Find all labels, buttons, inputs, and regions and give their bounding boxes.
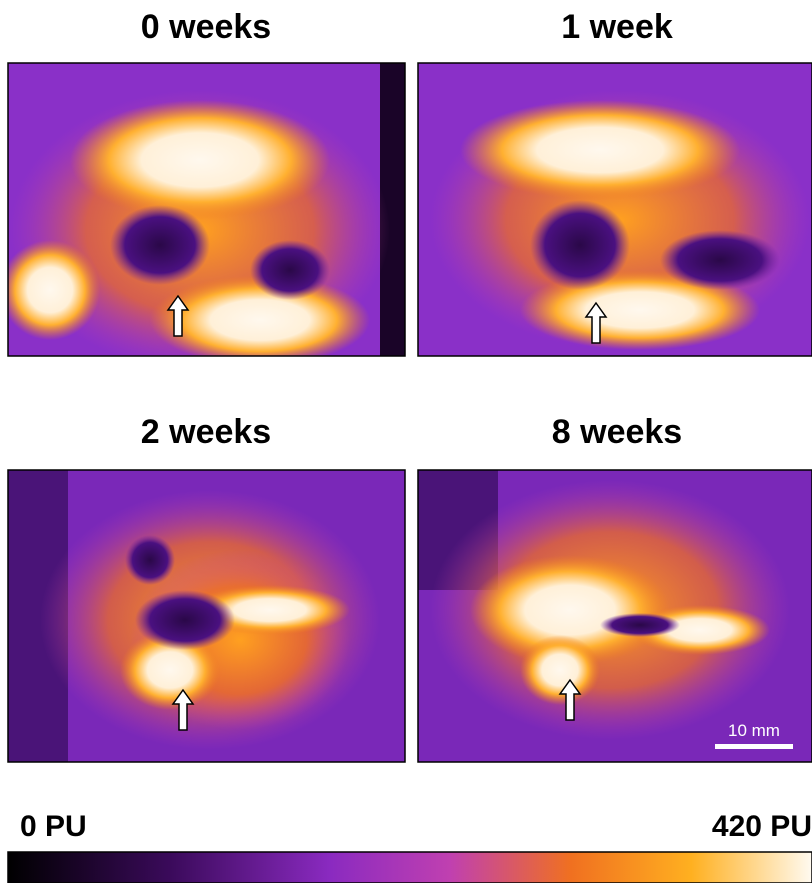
perfusion-image: 10 mm	[418, 470, 812, 762]
colorbar-min-label: 0 PU	[20, 810, 87, 843]
panel-title: 8 weeks	[552, 413, 682, 451]
panel-title: 1 week	[561, 8, 673, 46]
panel-title: 2 weeks	[141, 413, 271, 451]
perfusion-image	[8, 63, 405, 356]
panel-frame	[417, 469, 812, 763]
panel-title: 0 weeks	[141, 8, 271, 46]
panel-frame	[7, 62, 406, 357]
perfusion-image	[418, 63, 812, 356]
colorbar-max-label: 420 PU	[712, 810, 812, 843]
panel-frame	[7, 469, 406, 763]
scale-bar	[715, 744, 793, 749]
colorbar	[7, 851, 812, 884]
perfusion-image	[8, 470, 405, 762]
panel-frame	[417, 62, 812, 357]
scale-bar-label: 10 mm	[728, 721, 780, 740]
